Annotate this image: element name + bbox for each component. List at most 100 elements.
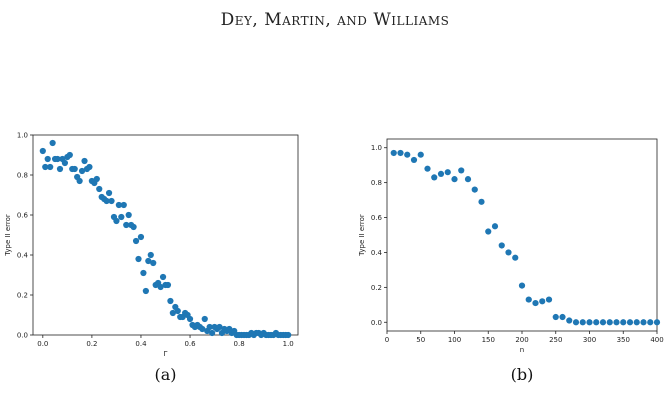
data-point xyxy=(44,155,51,163)
data-point xyxy=(54,155,61,163)
y-tick-label: 0.0 xyxy=(371,319,382,327)
data-point xyxy=(47,163,54,171)
data-point xyxy=(108,197,115,205)
data-point xyxy=(150,259,157,267)
data-point xyxy=(599,319,607,326)
data-point xyxy=(78,167,86,175)
x-tick-label: 1.0 xyxy=(283,340,294,348)
y-tick-label: 0.4 xyxy=(371,249,383,257)
data-point xyxy=(464,176,472,183)
data-point xyxy=(285,331,292,339)
data-point xyxy=(132,237,140,245)
data-point xyxy=(147,251,154,259)
x-tick-label: 400 xyxy=(650,336,663,344)
data-point xyxy=(71,165,78,173)
y-tick-label: 0.2 xyxy=(17,292,28,300)
data-point xyxy=(164,281,172,289)
x-tick-label: 250 xyxy=(549,336,562,344)
x-tick-label: 0.0 xyxy=(37,340,48,348)
y-tick-label: 0.8 xyxy=(371,179,382,187)
data-point xyxy=(498,242,505,249)
data-point xyxy=(209,329,216,337)
data-point xyxy=(167,297,174,305)
subfigure-caption: (a) xyxy=(154,365,176,384)
data-point xyxy=(145,257,152,265)
y-axis-label: Type II error xyxy=(4,214,12,257)
data-point xyxy=(96,185,103,193)
data-point xyxy=(93,175,100,183)
y-tick-label: 0.8 xyxy=(17,172,28,180)
data-point xyxy=(216,323,223,331)
data-point xyxy=(525,296,532,303)
data-point xyxy=(125,211,132,219)
data-point xyxy=(545,296,553,303)
data-point xyxy=(478,198,485,205)
data-point xyxy=(120,201,127,209)
data-point xyxy=(174,307,181,315)
plot-frame xyxy=(32,134,299,336)
data-point xyxy=(532,299,539,307)
data-point xyxy=(169,309,176,317)
data-point xyxy=(81,157,88,165)
data-point xyxy=(626,319,634,326)
data-point xyxy=(417,151,424,158)
data-point xyxy=(56,165,64,173)
chart-b: 0 50 100 150 200 250 300 350 400 0.0 0.2 0.4 0.6 0.8 1… xyxy=(358,138,664,384)
data-point xyxy=(437,170,445,178)
x-axis-label: Γ xyxy=(164,350,168,358)
series-points xyxy=(390,149,661,326)
y-tick-label: 1.0 xyxy=(371,144,382,152)
subfigure-caption: (b) xyxy=(511,365,534,384)
data-point xyxy=(42,163,49,171)
data-point xyxy=(137,233,145,241)
x-axis-label: n xyxy=(520,346,524,354)
data-point xyxy=(61,159,68,167)
data-point xyxy=(76,177,83,185)
data-point xyxy=(431,174,438,181)
data-point xyxy=(206,323,213,331)
data-point xyxy=(135,255,142,263)
data-point xyxy=(157,283,164,291)
data-point xyxy=(201,315,208,323)
chart-a: 0.0 0.2 0.4 0.6 0.8 1.0 0.0 0.2 0.4 0.6 0.8 1.0 Γ Typ… xyxy=(4,132,299,384)
data-point xyxy=(606,319,613,326)
data-point xyxy=(390,149,397,157)
data-point xyxy=(159,273,167,281)
data-point xyxy=(142,287,149,295)
x-tick-label: 200 xyxy=(515,336,528,344)
data-point xyxy=(118,213,125,221)
y-axis-label: Type II error xyxy=(358,214,366,257)
data-point xyxy=(444,169,451,176)
data-point xyxy=(505,249,512,256)
data-point xyxy=(593,319,600,326)
data-point xyxy=(633,319,640,326)
data-point xyxy=(512,254,519,261)
data-point xyxy=(410,156,418,164)
data-point xyxy=(49,139,56,147)
x-tick-label: 0.8 xyxy=(234,340,245,348)
data-point xyxy=(123,221,130,229)
y-tick-label: 0.6 xyxy=(17,212,29,220)
data-point xyxy=(186,315,194,323)
data-point xyxy=(115,201,122,209)
data-point xyxy=(397,149,404,157)
y-tick-label: 1.0 xyxy=(17,132,28,140)
data-point xyxy=(103,197,110,205)
y-tick-label: 0.0 xyxy=(17,332,28,340)
x-tick-label: 0.6 xyxy=(184,340,196,348)
data-point xyxy=(586,319,593,326)
data-point xyxy=(471,186,478,193)
data-point xyxy=(86,163,93,171)
data-point xyxy=(559,313,566,321)
data-point xyxy=(572,319,580,326)
data-point xyxy=(620,319,627,326)
data-point xyxy=(518,282,526,289)
data-point xyxy=(579,319,586,326)
data-point xyxy=(647,319,654,326)
data-point xyxy=(113,217,120,225)
y-tick-label: 0.6 xyxy=(371,214,383,222)
data-point xyxy=(539,298,546,305)
x-tick-label: 150 xyxy=(482,336,495,344)
data-point xyxy=(451,176,458,183)
x-tick-label: 50 xyxy=(416,336,425,344)
